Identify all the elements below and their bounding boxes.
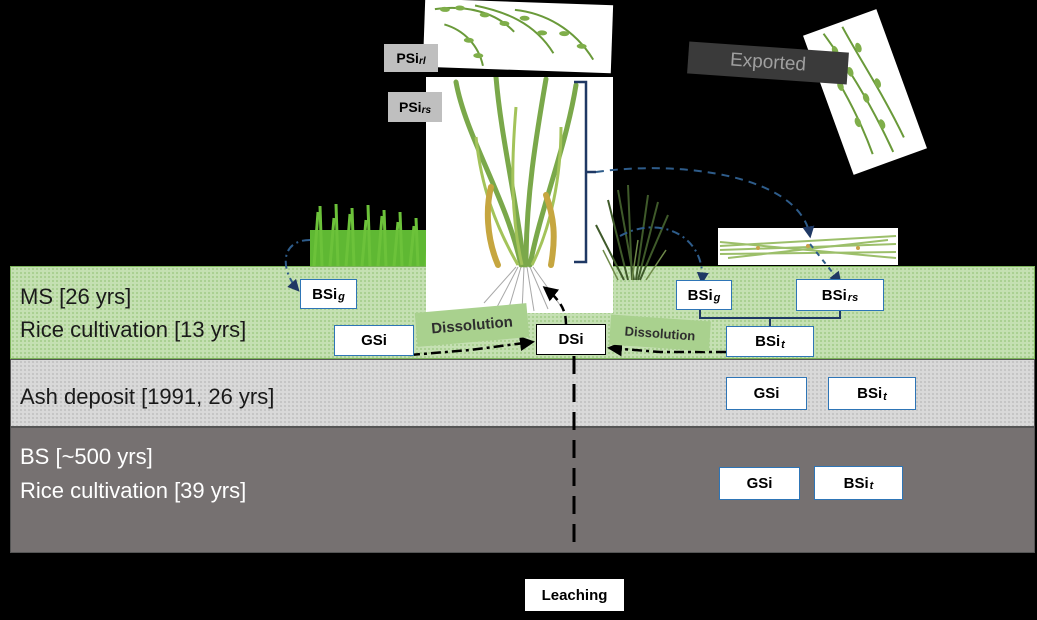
- layer-ash-title: Ash deposit [1991, 26 yrs]: [20, 384, 275, 409]
- rice-panicle-illustration: [434, 4, 595, 67]
- straw-bracket: [574, 80, 588, 264]
- psi-rl-main: PSi: [396, 50, 419, 66]
- bsi-rs-sub: rs: [847, 292, 859, 304]
- dissolution-label-left-text: Dissolution: [430, 312, 514, 338]
- gsi-ash-text: GSi: [753, 385, 780, 402]
- bsi-t-ash-main: BSi: [857, 385, 883, 402]
- bsi-g-right-sub: g: [713, 292, 721, 304]
- bsi-to-dsi-arrow: [607, 341, 726, 357]
- bsi-g-left-sub: g: [338, 291, 345, 303]
- bsi-t-ms-main: BSi: [755, 333, 781, 350]
- layer-ms-subtitle: Rice cultivation [13 yrs]: [20, 317, 247, 342]
- layer-ash: Ash deposit [1991, 26 yrs]: [10, 359, 1035, 427]
- bsi-t-ms-sub: t: [781, 338, 785, 351]
- leaching-label: Leaching: [525, 579, 624, 611]
- layer-bs-subtitle: Rice cultivation [39 yrs]: [20, 478, 247, 503]
- dissolution-label-right-text: Dissolution: [624, 323, 696, 343]
- layer-bs-title: BS [~500 yrs]: [20, 444, 153, 469]
- bsi-t-ms-box: BSi t: [726, 326, 814, 357]
- psi-rl-label: PSi rl: [384, 44, 438, 72]
- bsi-rs-box: BSi rs: [796, 279, 884, 311]
- bsi-t-bs-box: BSi t: [814, 466, 903, 500]
- weed-to-bsi-g-arrow: [619, 226, 709, 285]
- psi-rs-sub: rs: [421, 104, 432, 116]
- rice-plant-illustration: [453, 77, 579, 313]
- dsi-text: DSi: [558, 331, 584, 348]
- bsi-g-left-box: BSi g: [300, 279, 357, 309]
- straw-illustration: [719, 235, 897, 259]
- gsi-bs-box: GSi: [719, 467, 800, 500]
- bsi-g-right-main: BSi: [687, 286, 713, 304]
- gsi-ms-text: GSi: [361, 332, 387, 349]
- psi-rs-main: PSi: [398, 99, 422, 115]
- gsi-ash-box: GSi: [726, 377, 807, 410]
- dsi-box: DSi: [536, 324, 606, 355]
- layer-ms-title: MS [26 yrs]: [20, 284, 132, 309]
- rice-panicle-card: [422, 0, 614, 74]
- psi-rs-label: PSi rs: [388, 92, 442, 122]
- weed-illustration: [595, 184, 669, 281]
- gsi-bs-text: GSi: [746, 475, 773, 492]
- dsi-uptake-arrow: [542, 286, 568, 325]
- gsi-ms-box: GSi: [334, 325, 414, 356]
- bsi-rs-main: BSi: [821, 286, 847, 304]
- bsi-t-ash-box: BSi t: [828, 377, 916, 410]
- bsi-t-bs-main: BSi: [843, 474, 869, 492]
- bsi-g-right-box: BSi g: [676, 280, 732, 310]
- straw-to-bsi-rs-arrow: [595, 167, 815, 239]
- bsi-total-bracket: [699, 310, 841, 326]
- rice-plant-card: [426, 77, 613, 313]
- bsi-t-bs-sub: t: [869, 480, 874, 492]
- bsi-g-left-main: BSi: [312, 285, 338, 303]
- bsi-t-ash-sub: t: [883, 390, 887, 403]
- grass-to-bsi-g-arrow: [284, 239, 311, 292]
- psi-rl-sub: rl: [418, 55, 426, 67]
